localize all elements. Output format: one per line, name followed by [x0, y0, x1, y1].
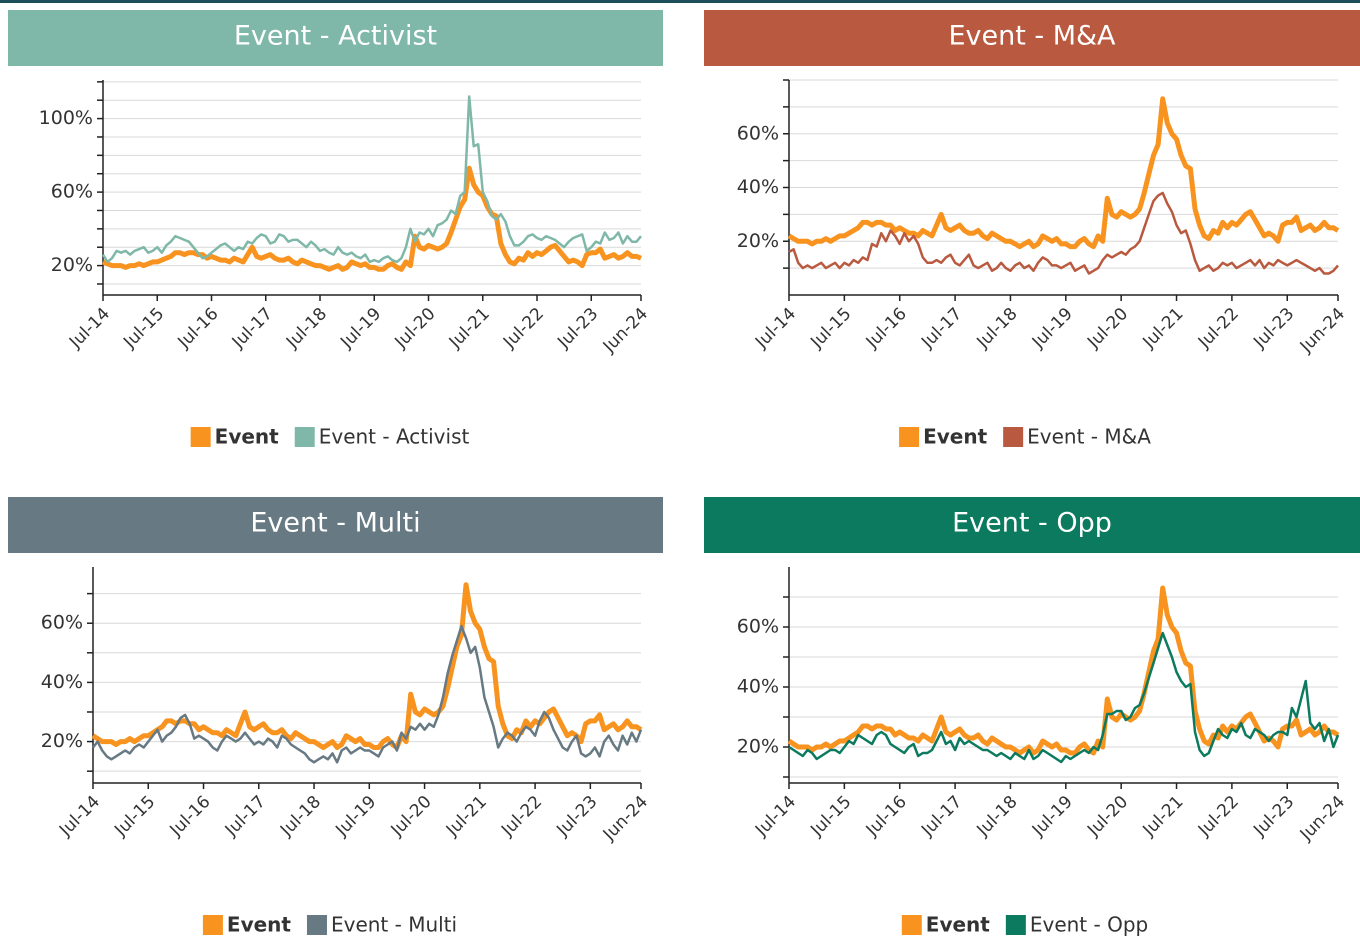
y-tick-label: 40% — [737, 176, 779, 198]
legend-label: Event - Opp — [1030, 913, 1148, 937]
legend-swatch — [899, 427, 920, 447]
x-tick-label: Jul-15 — [806, 304, 855, 353]
x-tick-label: Jul-14 — [65, 304, 114, 353]
legend-label: Event — [923, 425, 988, 449]
legend-label: Event — [926, 913, 991, 937]
panel-title: Event - Multi — [250, 508, 420, 539]
x-tick-label: Jul-17 — [221, 792, 270, 841]
panel-header — [704, 10, 1360, 66]
x-tick-label: Jul-19 — [336, 304, 385, 353]
legend-label: Event - Activist — [319, 425, 470, 449]
x-tick-label: Jul-15 — [119, 304, 168, 353]
y-tick-label: 40% — [737, 676, 779, 698]
x-tick-label: Jul-17 — [917, 304, 966, 353]
x-tick-label: Jun-24 — [599, 792, 652, 845]
x-tick-label: Jul-20 — [1083, 304, 1132, 353]
series-line — [788, 191, 1339, 275]
x-tick-label: Jul-23 — [552, 792, 601, 841]
x-tick-label: Jul-21 — [442, 792, 491, 841]
panel-header — [704, 497, 1360, 553]
x-tick-label: Jul-18 — [973, 792, 1022, 841]
legend-swatch — [294, 427, 315, 447]
x-tick-label: Jul-18 — [973, 304, 1022, 353]
x-tick-label: Jul-23 — [553, 304, 602, 353]
x-tick-label: Jun-24 — [1296, 304, 1349, 357]
y-tick-label: 60% — [737, 616, 779, 638]
series-line — [102, 165, 642, 272]
legend-swatch — [901, 915, 922, 935]
legend-swatch — [1005, 915, 1026, 935]
x-tick-label: Jul-22 — [499, 304, 548, 353]
series-line — [101, 95, 642, 264]
y-tick-label: 60% — [41, 612, 83, 634]
x-tick-label: Jul-16 — [166, 792, 215, 841]
series-line — [787, 96, 1340, 250]
legend-swatch — [1003, 427, 1024, 447]
legend: Event Event - Activist — [190, 425, 470, 449]
y-tick-label: 40% — [41, 671, 83, 693]
x-tick-label: Jul-17 — [917, 792, 966, 841]
x-tick-label: Jul-22 — [497, 792, 546, 841]
x-tick-label: Jul-19 — [1028, 792, 1077, 841]
legend-swatch — [190, 427, 211, 447]
y-tick-label: 20% — [41, 730, 83, 752]
x-tick-label: Jul-20 — [391, 304, 440, 353]
x-tick-label: Jul-23 — [1249, 792, 1298, 841]
panel-header — [8, 497, 663, 553]
x-tick-label: Jul-15 — [806, 792, 855, 841]
x-tick-label: Jul-22 — [1194, 304, 1243, 353]
legend-label: Event — [215, 425, 280, 449]
y-tick-label: 60% — [737, 122, 779, 144]
series-line — [787, 585, 1340, 756]
legend-label: Event - Multi — [331, 913, 457, 937]
x-tick-label: Jul-21 — [445, 304, 494, 353]
x-tick-label: Jul-14 — [751, 304, 800, 353]
legend: Event Event - M&A — [899, 425, 1151, 449]
x-tick-label: Jul-19 — [1028, 304, 1077, 353]
legend: Event Event - Opp — [901, 913, 1148, 937]
x-tick-label: Jul-23 — [1249, 304, 1298, 353]
y-tick-label: 20% — [737, 230, 779, 252]
x-tick-label: Jul-22 — [1194, 792, 1243, 841]
x-tick-label: Jul-20 — [1083, 792, 1132, 841]
series-line — [788, 631, 1340, 764]
y-tick-label: 20% — [51, 254, 93, 276]
x-tick-label: Jul-18 — [282, 304, 331, 353]
x-tick-label: Jul-21 — [1139, 304, 1188, 353]
x-tick-label: Jul-16 — [174, 304, 223, 353]
panel-title: Event - Activist — [234, 21, 437, 52]
x-tick-label: Jul-16 — [862, 792, 911, 841]
legend-label: Event - M&A — [1027, 425, 1151, 449]
x-tick-label: Jul-21 — [1139, 792, 1188, 841]
series-line — [92, 624, 643, 764]
series-line — [91, 582, 643, 750]
x-tick-label: Jul-16 — [862, 304, 911, 353]
x-tick-label: Jul-15 — [110, 792, 159, 841]
y-tick-label: 100% — [39, 107, 93, 129]
x-tick-label: Jul-17 — [228, 304, 277, 353]
y-tick-label: 60% — [51, 181, 93, 203]
legend-label: Event — [227, 913, 292, 937]
top-border — [0, 0, 1360, 3]
panel-title: Event - Opp — [952, 508, 1112, 539]
x-tick-label: Jul-14 — [751, 792, 800, 841]
legend-swatch — [202, 915, 223, 935]
x-tick-label: Jul-20 — [387, 792, 436, 841]
legend-swatch — [306, 915, 327, 935]
legend: Event Event - Multi — [202, 913, 457, 937]
x-tick-label: Jul-14 — [55, 792, 104, 841]
x-tick-label: Jul-19 — [331, 792, 380, 841]
panel-header — [8, 10, 663, 66]
x-tick-label: Jun-24 — [599, 304, 652, 357]
x-tick-label: Jun-24 — [1296, 792, 1349, 845]
y-tick-label: 20% — [737, 736, 779, 758]
panel-title: Event - M&A — [948, 21, 1116, 52]
x-tick-label: Jul-18 — [276, 792, 325, 841]
